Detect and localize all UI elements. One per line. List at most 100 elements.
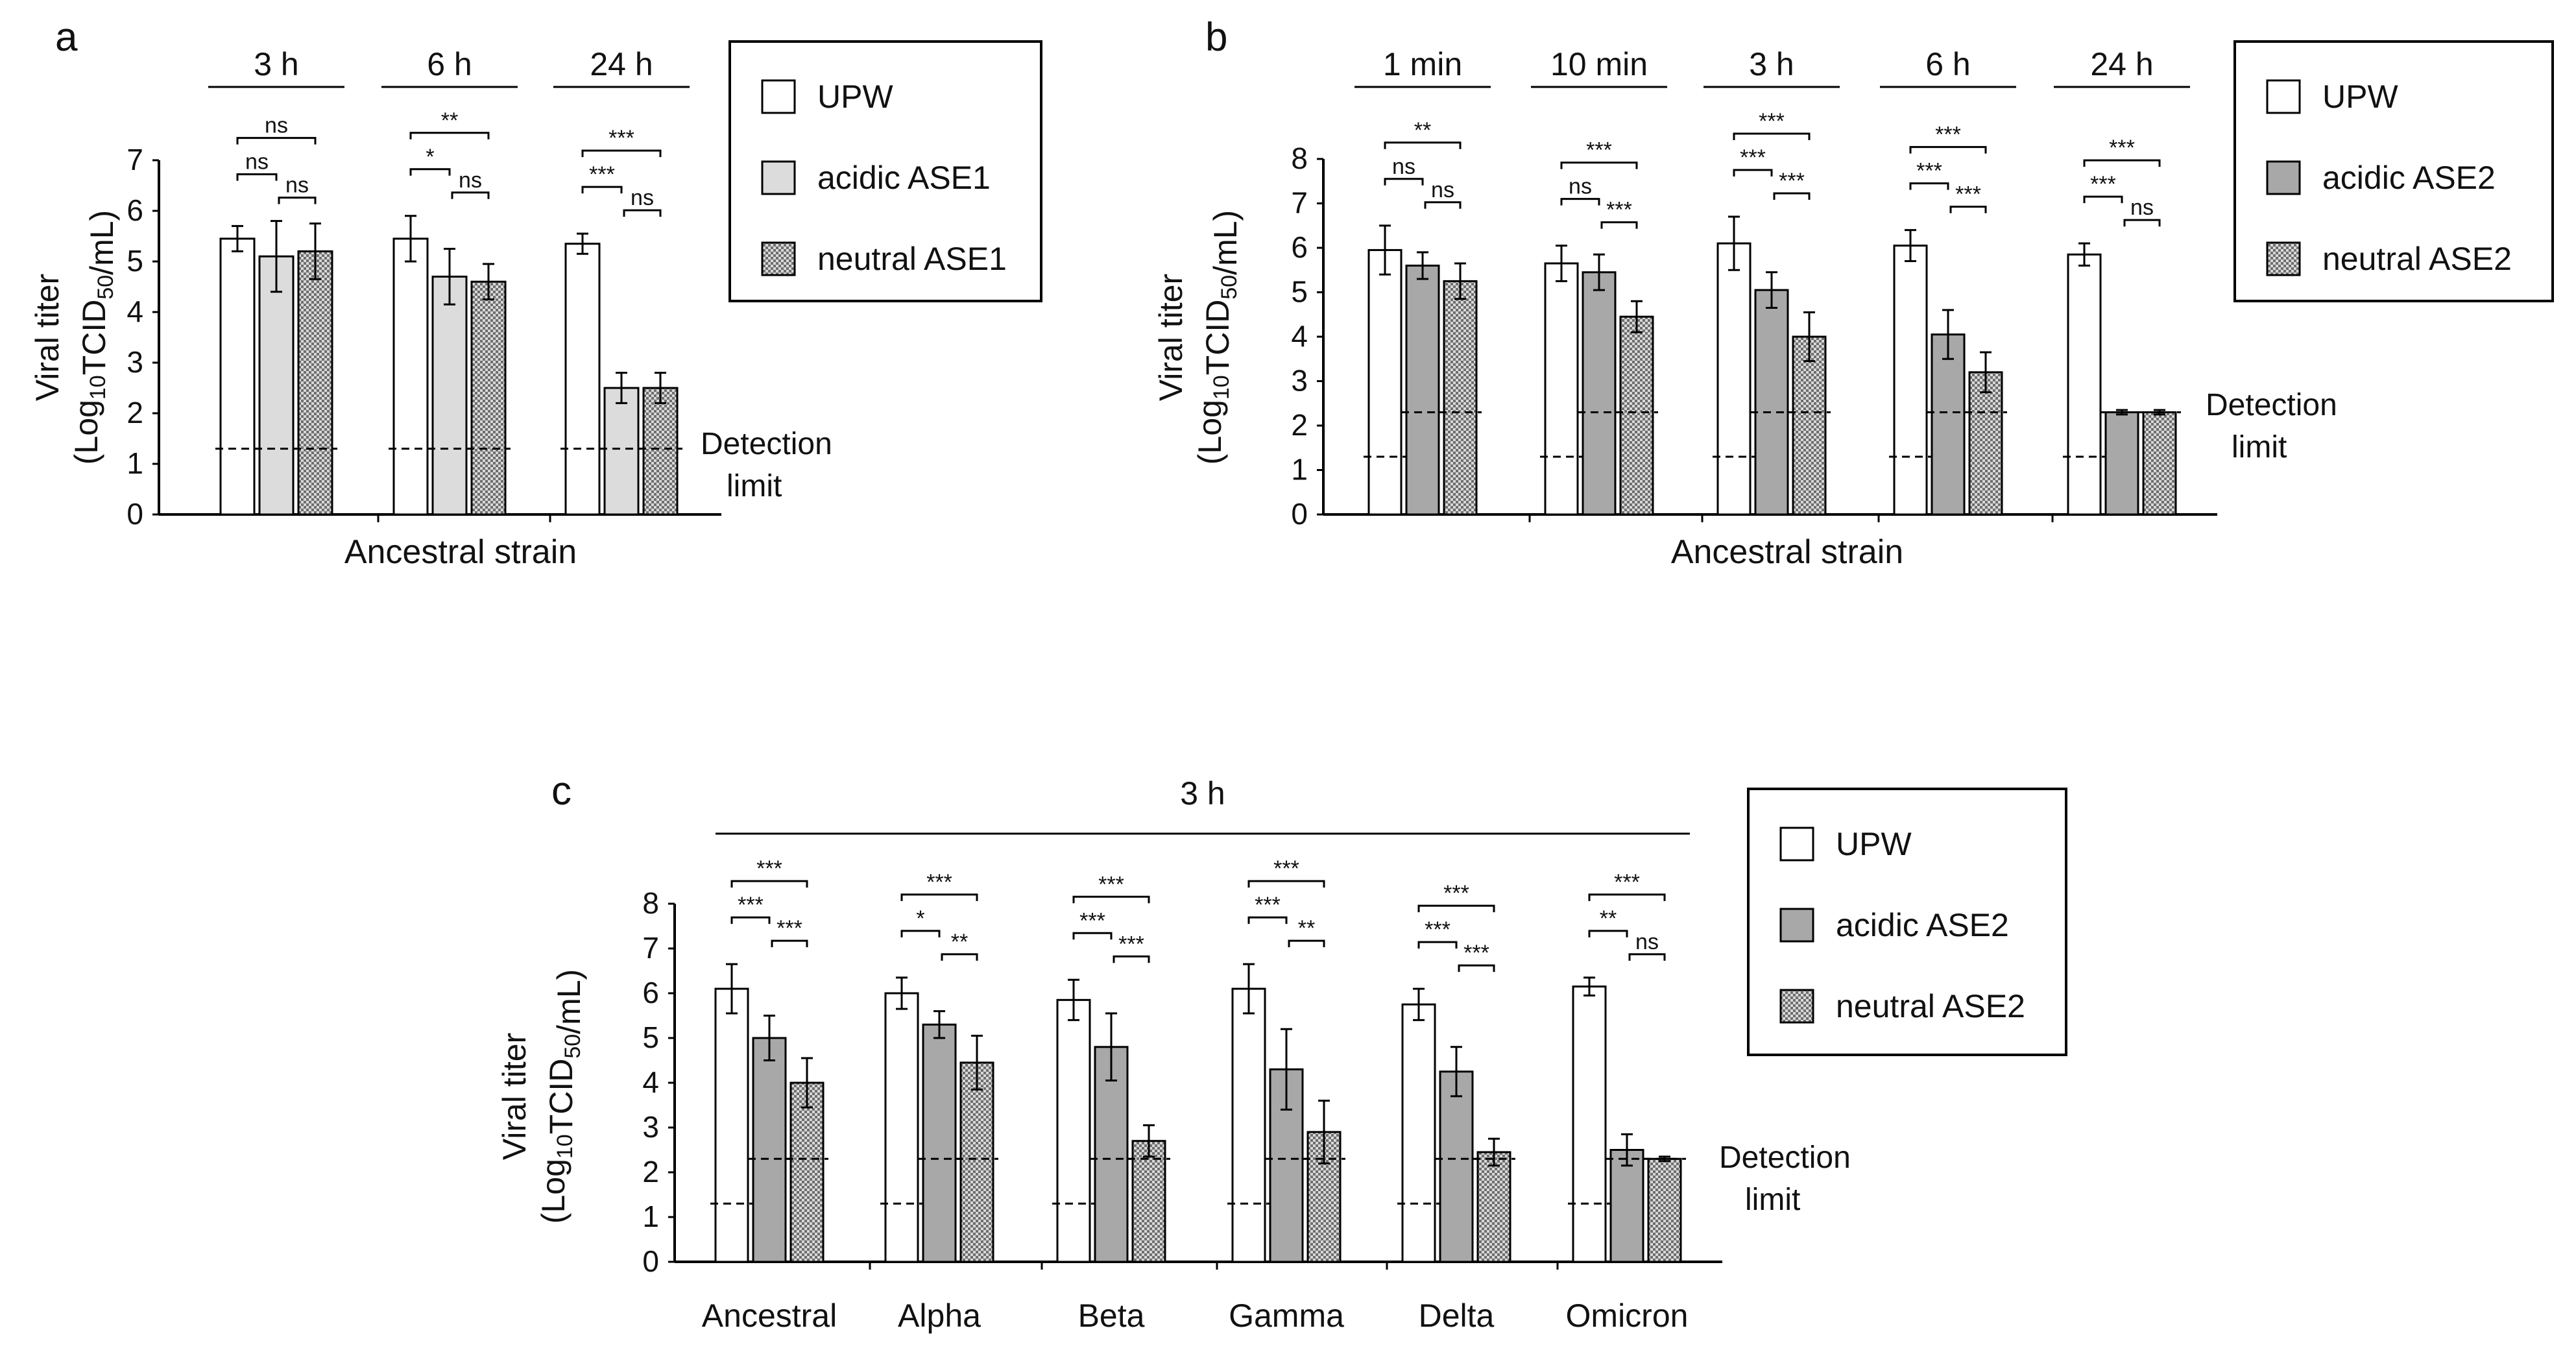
group-header-label: 24 h — [590, 46, 653, 82]
significance-label: *** — [1955, 182, 1981, 207]
legend-swatch — [761, 160, 796, 195]
bar — [789, 1081, 825, 1263]
bar — [431, 275, 468, 516]
y-tick-label: 6 — [642, 976, 659, 1009]
bar — [1056, 998, 1091, 1263]
y-tick-label: 8 — [642, 886, 659, 920]
y-tick-label: 3 — [1291, 364, 1308, 398]
bar — [922, 1023, 957, 1263]
significance-bracket — [1417, 904, 1495, 913]
significance-label: ** — [1600, 906, 1617, 931]
significance-bracket — [1424, 201, 1462, 209]
legend-swatch — [2266, 79, 2301, 114]
panel-letter-a: a — [55, 15, 78, 60]
detection-limit-label: limit — [727, 469, 782, 503]
y-axis-label-subscript: 50 — [560, 1034, 585, 1059]
significance-bracket — [623, 209, 662, 217]
significance-label: *** — [1614, 870, 1640, 895]
bar — [2104, 411, 2139, 516]
y-axis-label-part: TCID — [76, 300, 112, 376]
y-axis-label-subscript: 10 — [553, 1134, 577, 1159]
bar — [1405, 264, 1440, 516]
significance-bracket — [451, 191, 490, 199]
bar — [470, 280, 507, 516]
significance-label: ns — [631, 186, 654, 210]
y-tick-label: 5 — [126, 244, 143, 278]
y-axis-label-subscript: 10 — [86, 375, 110, 400]
bar — [752, 1037, 787, 1263]
significance-label: *** — [1935, 123, 1961, 147]
bar — [1572, 985, 1607, 1263]
y-tick-label: 5 — [642, 1020, 659, 1054]
significance-bracket — [1384, 141, 1462, 149]
y-tick-label: 4 — [126, 295, 143, 328]
panel-letter-b: b — [1205, 15, 1227, 60]
significance-bracket — [1560, 162, 1638, 169]
bar — [1647, 1157, 1682, 1263]
significance-bracket — [2083, 195, 2123, 204]
legend-label: neutral ASE2 — [2322, 241, 2512, 277]
y-tick-label: 0 — [642, 1244, 659, 1278]
y-axis-label-part: /mL) — [1207, 210, 1244, 275]
bar — [1544, 262, 1579, 516]
significance-label: *** — [608, 126, 634, 151]
bar — [603, 387, 640, 516]
significance-bracket — [2083, 159, 2161, 167]
panel-letter-c: c — [551, 769, 572, 814]
y-tick-label: 7 — [642, 931, 659, 965]
y-axis-label-line1: Viral titer — [1153, 274, 1189, 401]
significance-label: ** — [951, 930, 968, 954]
legend-swatch — [761, 241, 796, 276]
bar — [714, 987, 749, 1263]
significance-label: *** — [1098, 872, 1124, 897]
y-tick-label: 2 — [126, 396, 143, 429]
significance-bracket — [409, 168, 451, 176]
bar — [884, 992, 919, 1263]
bar — [1131, 1140, 1166, 1263]
significance-label: ns — [1431, 178, 1454, 202]
significance-label: * — [426, 145, 434, 169]
significance-label: ns — [265, 114, 288, 138]
y-tick-label: 2 — [642, 1155, 659, 1189]
y-tick-label: 7 — [1291, 186, 1308, 220]
significance-label: *** — [1425, 917, 1451, 942]
y-tick-label: 2 — [1291, 408, 1308, 442]
bar — [1582, 271, 1617, 516]
bar — [2142, 411, 2177, 516]
y-tick-label: 3 — [126, 345, 143, 379]
legend-label: neutral ASE2 — [1836, 988, 2025, 1024]
detection-limit-label: Detection — [701, 427, 832, 461]
x-axis-label: Ancestral strain — [344, 533, 577, 571]
significance-label: *** — [926, 870, 952, 895]
significance-bracket — [236, 173, 278, 181]
significance-label: ns — [245, 150, 269, 175]
x-category-label: Ancestral — [702, 1298, 837, 1334]
y-axis-label-subscript: 10 — [1209, 375, 1234, 400]
bar — [1231, 987, 1266, 1263]
y-axis-label-part: (Log — [1192, 400, 1228, 465]
significance-bracket — [771, 939, 808, 948]
legend-label: acidic ASE1 — [817, 160, 991, 196]
significance-label: ns — [1635, 930, 1659, 954]
legend-swatch — [1779, 827, 1814, 862]
group-header-label: 6 h — [427, 46, 472, 82]
significance-bracket — [1588, 893, 1666, 901]
legend-swatch — [1779, 989, 1814, 1024]
panel-c: 0 1 2 3 4 5 6 7 8 Viral titer(Log10TCID50/mL) Ance… — [496, 775, 2067, 1334]
y-tick-label: 3 — [642, 1110, 659, 1144]
significance-bracket — [581, 149, 662, 158]
x-axis-label: Ancestral strain — [1671, 533, 1903, 571]
significance-bracket — [1247, 916, 1288, 924]
y-tick-label: 4 — [642, 1065, 659, 1099]
y-tick-label: 0 — [126, 497, 143, 531]
group-header-label: 1 min — [1383, 46, 1462, 82]
significance-label: *** — [1255, 893, 1281, 917]
legend-label: UPW — [1836, 826, 1912, 862]
bar — [1094, 1046, 1129, 1263]
x-category-label: Omicron — [1566, 1298, 1689, 1334]
panel-a: 0 1 2 3 4 5 6 7 Viral titer(Log10TCID50/mL) 3 h ns… — [29, 40, 1042, 571]
significance-bracket — [1733, 132, 1811, 141]
bar — [1931, 333, 1966, 516]
significance-bracket — [1628, 953, 1666, 961]
bar — [1968, 371, 2003, 516]
